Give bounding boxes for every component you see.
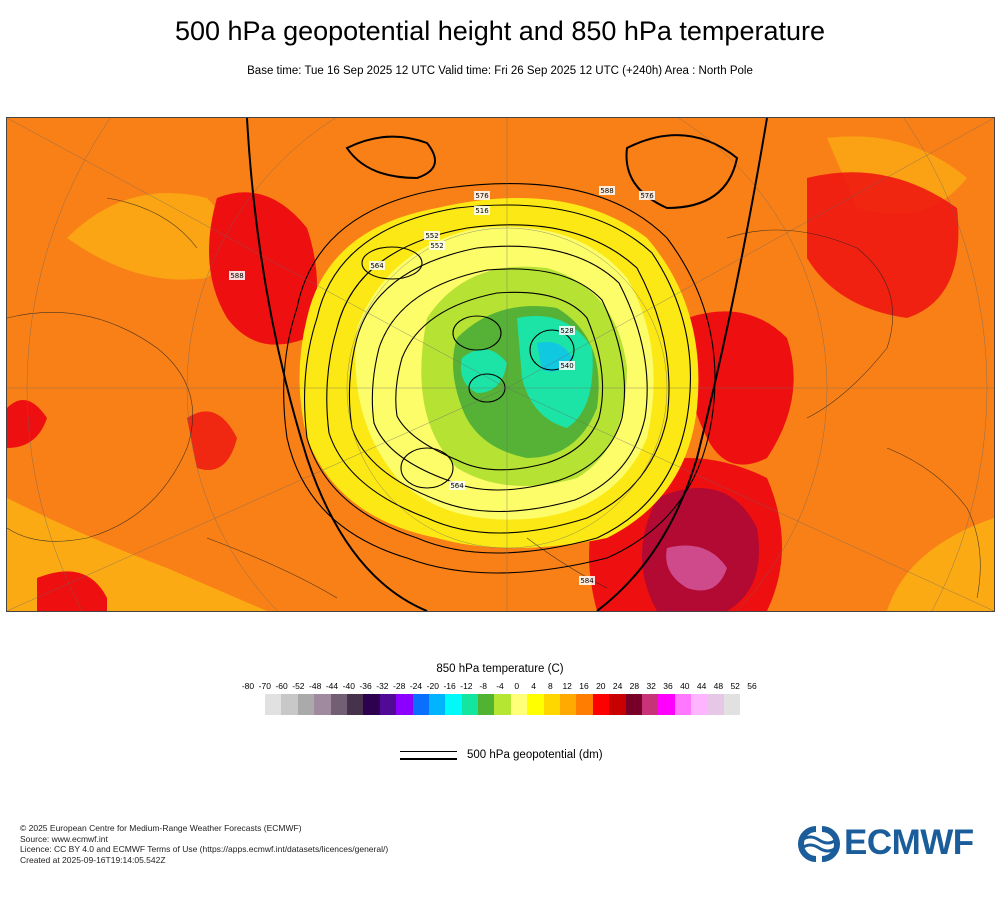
contour-label: 516 xyxy=(475,207,489,215)
contour-label: 584 xyxy=(580,577,594,585)
contour-labels: 552 564 576 528 516 540 588 584 552 564 576 588 xyxy=(229,186,655,585)
colorbar-tick-label: 52 xyxy=(730,681,740,691)
colorbar-tick-label: 48 xyxy=(713,681,724,691)
colorbar-tick-label: 20 xyxy=(596,681,606,691)
colorbar-swatch xyxy=(658,694,675,715)
colorbar-swatch xyxy=(330,694,347,715)
contour-label: 540 xyxy=(560,362,573,370)
colorbar-swatch xyxy=(560,694,577,715)
coastlines xyxy=(7,197,981,599)
colorbar-tick-label: -80 xyxy=(241,681,255,691)
colorbar-swatch xyxy=(543,694,561,715)
time-subtitle: Base time: Tue 16 Sep 2025 12 UTC Valid … xyxy=(247,65,753,77)
colorbar-tick-label: -8 xyxy=(479,681,487,691)
contour-label: 564 xyxy=(450,482,464,490)
geopotential-legend-line xyxy=(400,749,457,761)
colorbar-swatch xyxy=(281,694,298,715)
colorbar-swatch xyxy=(478,694,495,715)
colorbar-tick-label: 36 xyxy=(663,681,673,691)
ecmwf-logo-text: ECMWF xyxy=(844,823,974,862)
colorbar-tick-label: -24 xyxy=(409,681,423,691)
colorbar-swatch xyxy=(691,694,708,715)
colorbar-swatch xyxy=(510,694,528,715)
colorbar-swatch xyxy=(363,694,380,715)
contour-label: 528 xyxy=(560,327,573,335)
colorbar-tick-label: 8 xyxy=(548,681,553,691)
colorbar-swatch xyxy=(396,694,413,715)
colorbar-tick-label: -20 xyxy=(426,681,439,691)
colorbar-swatch xyxy=(494,694,511,715)
colorbar-swatch xyxy=(576,694,593,715)
colorbar-tick-label: 56 xyxy=(747,681,757,691)
contour-label: 576 xyxy=(640,192,654,200)
colorbar-tick-label: -16 xyxy=(443,681,456,691)
colorbar-tick-label: -32 xyxy=(376,681,389,691)
colorbar-swatch xyxy=(723,694,741,715)
footer-created: Created at 2025-09-16T19:14:05.542Z xyxy=(20,854,166,865)
colorbar-swatch xyxy=(265,694,282,715)
ecmwf-logo-icon xyxy=(798,826,840,862)
colorbar-tick-label: 40 xyxy=(680,681,690,691)
colorbar-tick-label: 4 xyxy=(531,681,536,691)
contour-label: 564 xyxy=(370,262,384,270)
contour-label: 588 xyxy=(230,272,243,280)
colorbar-tick-label: -44 xyxy=(325,681,339,691)
colorbar-swatch xyxy=(625,694,642,715)
colorbar xyxy=(265,694,741,715)
colorbar-tick-label: -28 xyxy=(393,681,406,691)
colorbar-tick-label: -70 xyxy=(258,681,271,691)
colorbar-tick-label: 12 xyxy=(562,681,572,691)
colorbar-tick-label: 32 xyxy=(646,681,656,691)
colorbar-title: 850 hPa temperature (C) xyxy=(436,663,564,675)
geopotential-legend-label: 500 hPa geopotential (dm) xyxy=(467,749,603,761)
colorbar-swatch xyxy=(592,694,610,715)
colorbar-tick-label: 24 xyxy=(612,681,623,691)
colorbar-tick-label: 0 xyxy=(514,681,520,691)
colorbar-tick-label: 28 xyxy=(629,681,640,691)
footer-licence: Licence: CC BY 4.0 and ECMWF Terms of Us… xyxy=(20,844,389,855)
footer-credits: © 2025 European Centre for Medium-Range … xyxy=(20,823,388,865)
colorbar-swatch xyxy=(674,694,692,715)
contour-label: 576 xyxy=(475,192,489,200)
colorbar-swatch xyxy=(379,694,397,715)
colorbar-swatch xyxy=(445,694,462,715)
colorbar-tick-label: -4 xyxy=(496,681,504,691)
colorbar-tick-label: -40 xyxy=(342,681,355,691)
colorbar-swatch xyxy=(297,694,315,715)
colorbar-swatch xyxy=(346,694,364,715)
colorbar-swatch xyxy=(314,694,331,715)
contour-label: 552 xyxy=(425,232,438,240)
colorbar-tick-label: -48 xyxy=(309,681,322,691)
footer-copyright: © 2025 European Centre for Medium-Range … xyxy=(20,823,302,833)
colorbar-tick-label: -52 xyxy=(292,681,305,691)
contour-label: 552 xyxy=(430,242,443,250)
colorbar-swatch xyxy=(527,694,544,715)
footer-source: Source: www.ecmwf.int xyxy=(20,833,108,844)
colorbar-ticks: -80 -70 -60 -52 -48 -44 -40 -36 -32 -28 -24 -20 -16-… xyxy=(0,681,1000,693)
map-svg: 552 564 576 528 516 540 588 584 552 564 576 588 xyxy=(7,118,994,611)
graticule xyxy=(7,118,994,611)
colorbar-swatch xyxy=(609,694,626,715)
colorbar-swatch xyxy=(641,694,659,715)
colorbar-swatch xyxy=(412,694,429,715)
colorbar-tick-label: -36 xyxy=(359,681,372,691)
colorbar-swatch xyxy=(428,694,446,715)
north-pole-map: 552 564 576 528 516 540 588 584 552 564 576 588 xyxy=(6,117,995,612)
colorbar-tick-label: -60 xyxy=(275,681,288,691)
page-title: 500 hPa geopotential height and 850 hPa … xyxy=(174,16,825,46)
colorbar-tick-label: 16 xyxy=(579,681,589,691)
colorbar-tick-label: 44 xyxy=(696,681,707,691)
colorbar-swatch xyxy=(461,694,479,715)
colorbar-tick-label: -12 xyxy=(460,681,473,691)
colorbar-swatch xyxy=(707,694,724,715)
contour-label: 588 xyxy=(600,187,613,195)
ecmwf-logo: ECMWF xyxy=(796,823,986,862)
